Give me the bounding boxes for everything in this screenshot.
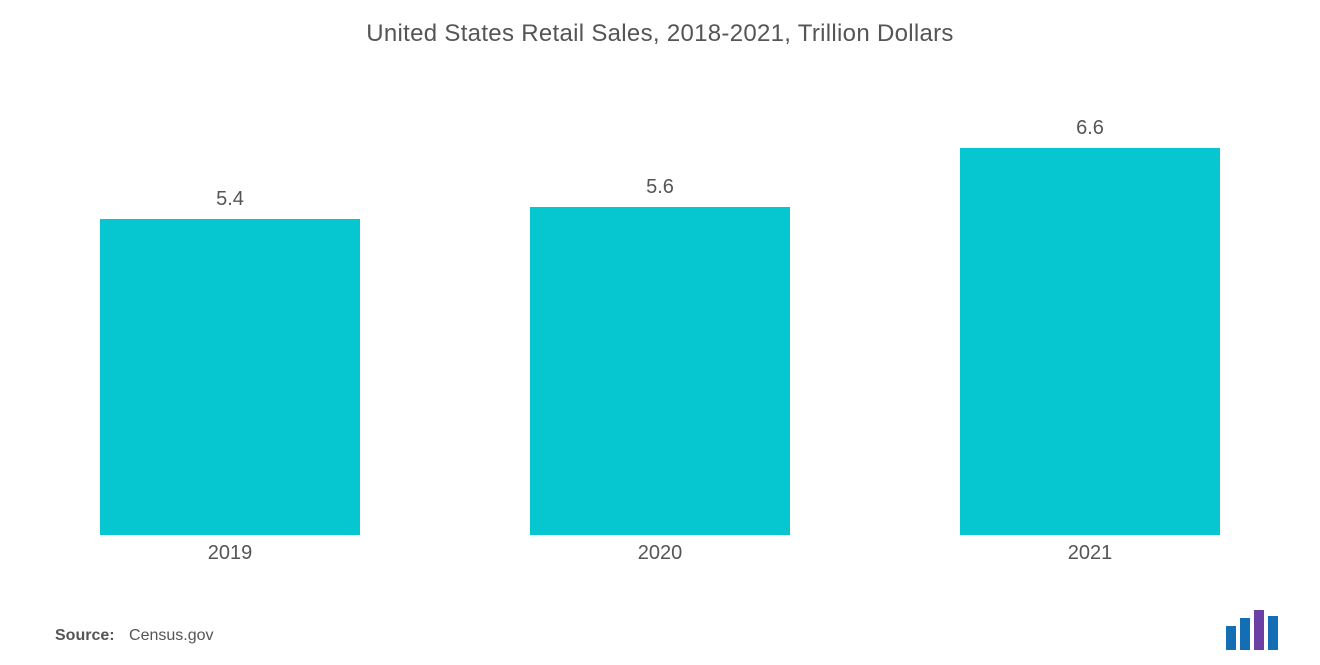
x-axis-label: 2021 bbox=[960, 542, 1220, 565]
source-value: Census.gov bbox=[129, 627, 214, 644]
chart-title: United States Retail Sales, 2018-2021, T… bbox=[0, 20, 1320, 48]
brand-logo bbox=[1226, 610, 1290, 650]
x-axis-label: 2020 bbox=[530, 542, 790, 565]
bar bbox=[530, 207, 790, 535]
plot-area: 5.4 2019 5.6 2020 6.6 2021 bbox=[60, 80, 1260, 565]
source-key: Source: bbox=[55, 627, 115, 644]
bar bbox=[100, 219, 360, 535]
chart-container: United States Retail Sales, 2018-2021, T… bbox=[0, 0, 1320, 665]
bar-value-label: 5.4 bbox=[100, 188, 360, 211]
bar bbox=[960, 148, 1220, 535]
source-footer: Source: Census.gov bbox=[55, 627, 214, 645]
bar-value-label: 5.6 bbox=[530, 176, 790, 199]
bar-value-label: 6.6 bbox=[960, 117, 1220, 140]
x-axis-label: 2019 bbox=[100, 542, 360, 565]
